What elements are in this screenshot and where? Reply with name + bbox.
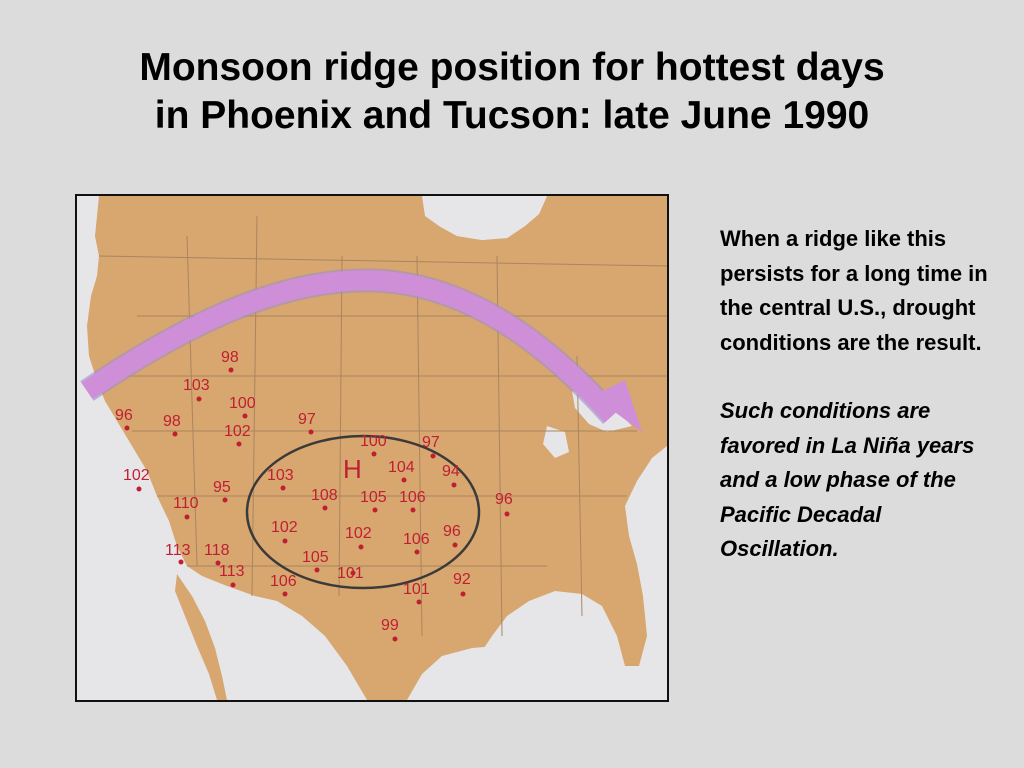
station-dot bbox=[196, 396, 202, 402]
station-dot bbox=[242, 413, 248, 419]
station-dot bbox=[416, 599, 422, 605]
station-dot bbox=[430, 453, 436, 459]
station-dot bbox=[178, 559, 184, 565]
temp-label: 96 bbox=[115, 407, 133, 424]
station-dot bbox=[392, 636, 398, 642]
high-pressure-contour bbox=[245, 434, 481, 590]
temp-label: 103 bbox=[267, 467, 294, 484]
station-dot bbox=[358, 544, 364, 550]
temperature-readings: 98 103 100 96 98 102 97 100 97 102 95 10… bbox=[115, 349, 513, 642]
temp-label: 97 bbox=[298, 411, 316, 428]
ridge-arrow bbox=[80, 268, 642, 432]
slide-title: Monsoon ridge position for hottest days … bbox=[0, 44, 1024, 140]
station-dot bbox=[184, 514, 190, 520]
station-dot bbox=[460, 591, 466, 597]
station-dot bbox=[172, 431, 178, 437]
station-dot bbox=[452, 542, 458, 548]
weather-map: H 98 103 100 96 98 102 97 100 97 102 95 bbox=[75, 194, 669, 702]
station-dot bbox=[451, 482, 457, 488]
station-dot bbox=[410, 507, 416, 513]
temp-label: 100 bbox=[360, 433, 387, 450]
temp-label: 96 bbox=[443, 523, 461, 540]
temp-label: 101 bbox=[403, 581, 430, 598]
title-line-1: Monsoon ridge position for hottest days bbox=[139, 46, 885, 89]
station-dot bbox=[401, 477, 407, 483]
temp-label: 102 bbox=[224, 423, 251, 440]
station-dot bbox=[308, 429, 314, 435]
temp-label: 96 bbox=[495, 491, 513, 508]
station-dot bbox=[350, 570, 356, 576]
side-caption: When a ridge like this persists for a lo… bbox=[720, 222, 1000, 567]
temp-label: 105 bbox=[360, 489, 387, 506]
temp-label: 104 bbox=[388, 459, 415, 476]
temp-label: 102 bbox=[123, 467, 150, 484]
caption-paragraph-2: Such conditions are favored in La Niña y… bbox=[720, 398, 975, 561]
station-dot bbox=[322, 505, 328, 511]
station-dot bbox=[371, 451, 377, 457]
station-dot bbox=[504, 511, 510, 517]
temp-label: 103 bbox=[183, 377, 210, 394]
temp-label: 102 bbox=[271, 519, 298, 536]
temp-label: 110 bbox=[173, 495, 199, 512]
title-line-2: in Phoenix and Tucson: late June 1990 bbox=[154, 94, 870, 137]
temp-label: 97 bbox=[422, 434, 440, 451]
station-dot bbox=[222, 497, 228, 503]
station-dot bbox=[236, 441, 242, 447]
station-dot bbox=[314, 567, 320, 573]
temp-label: 108 bbox=[311, 487, 338, 504]
high-pressure-label: H bbox=[343, 454, 362, 484]
baja-peninsula bbox=[175, 574, 227, 700]
temp-label: 106 bbox=[403, 531, 430, 548]
hudson-bay bbox=[425, 196, 547, 240]
temp-label: 99 bbox=[381, 617, 399, 634]
temp-label: 118 bbox=[204, 542, 230, 559]
temp-label: 98 bbox=[221, 349, 239, 366]
temp-label: 94 bbox=[442, 463, 460, 480]
station-dot bbox=[372, 507, 378, 513]
station-dot bbox=[280, 485, 286, 491]
temp-label: 98 bbox=[163, 413, 181, 430]
temp-label: 102 bbox=[345, 525, 372, 542]
station-dot bbox=[282, 538, 288, 544]
station-dot bbox=[136, 486, 142, 492]
temp-label: 106 bbox=[399, 489, 426, 506]
station-dot bbox=[215, 560, 221, 566]
temp-label: 113 bbox=[165, 542, 191, 559]
station-dot bbox=[414, 549, 420, 555]
temp-label: 106 bbox=[270, 573, 297, 590]
station-dot bbox=[230, 582, 236, 588]
temp-label: 105 bbox=[302, 549, 329, 566]
station-dot bbox=[124, 425, 130, 431]
station-dot bbox=[228, 367, 234, 373]
temp-label: 100 bbox=[229, 395, 256, 412]
gulf-of-mexico bbox=[407, 646, 612, 700]
temp-label: 92 bbox=[453, 571, 471, 588]
temp-label: 95 bbox=[213, 479, 231, 496]
caption-paragraph-1: When a ridge like this persists for a lo… bbox=[720, 226, 988, 355]
station-dot bbox=[282, 591, 288, 597]
temp-label: 101 bbox=[337, 565, 364, 582]
temp-label: 113 bbox=[219, 563, 245, 580]
